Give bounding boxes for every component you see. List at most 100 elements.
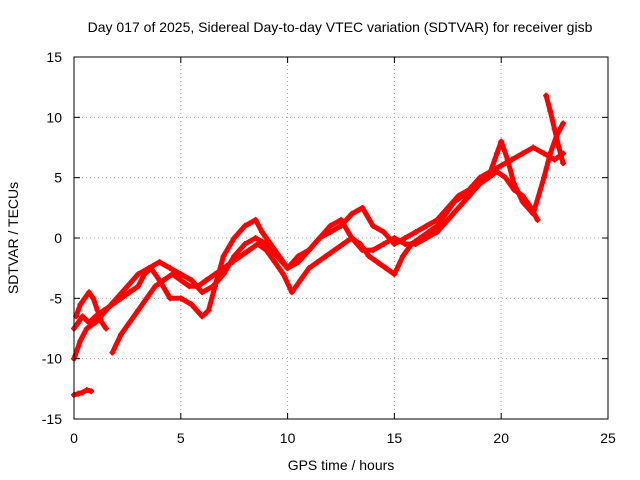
data-point — [338, 222, 344, 229]
data-point — [177, 277, 184, 284]
data-point — [90, 295, 97, 302]
data-point — [357, 241, 364, 248]
data-point — [156, 259, 163, 266]
data-point — [229, 259, 236, 266]
data-point — [103, 307, 110, 314]
data-point — [391, 235, 398, 241]
x-tick-label: 0 — [70, 430, 78, 446]
data-point — [295, 253, 302, 260]
data-point — [135, 271, 142, 278]
data-point — [297, 277, 304, 284]
data-point — [188, 277, 195, 284]
data-point — [83, 325, 90, 332]
data-point — [220, 253, 227, 260]
y-tick-label: 0 — [54, 230, 62, 246]
data-point — [177, 271, 184, 278]
data-point — [348, 210, 355, 217]
data-point — [77, 301, 84, 308]
data-point — [231, 235, 238, 241]
y-axis-label: SDTVAR / TECUs — [5, 182, 21, 294]
data-point — [555, 144, 562, 151]
data-point — [391, 241, 398, 248]
data-point — [348, 235, 355, 241]
data-point — [124, 283, 131, 290]
data-point — [167, 265, 174, 272]
data-point — [145, 265, 152, 272]
data-point — [314, 259, 321, 266]
data-point — [391, 271, 398, 278]
data-point — [323, 253, 330, 260]
data-point — [327, 222, 334, 229]
data-point — [220, 271, 227, 278]
data-point — [476, 174, 483, 181]
data-point — [117, 331, 124, 338]
data-point — [199, 313, 206, 320]
data-point — [340, 241, 347, 248]
data-point — [359, 204, 366, 211]
data-point — [455, 204, 462, 211]
x-tick-label: 10 — [280, 430, 296, 446]
data-point — [75, 319, 82, 326]
data-point — [423, 222, 430, 229]
data-point — [81, 295, 88, 302]
data-point — [109, 349, 116, 356]
data-point — [85, 289, 92, 296]
y-tick-label: 15 — [46, 49, 62, 65]
data-point — [160, 277, 167, 284]
data-point — [186, 283, 193, 290]
data-point — [273, 253, 280, 260]
data-point — [194, 283, 201, 290]
y-tick-label: -5 — [50, 290, 63, 306]
data-point — [263, 241, 270, 248]
x-axis-label: GPS time / hours — [288, 457, 395, 473]
data-point — [258, 228, 265, 235]
data-point — [493, 150, 500, 157]
data-point — [143, 295, 150, 302]
x-tick-label: 25 — [600, 430, 616, 446]
series-trace-6 — [543, 92, 567, 167]
data-point — [126, 319, 133, 326]
data-point — [263, 247, 270, 254]
data-point — [530, 144, 537, 151]
data-point — [113, 295, 120, 302]
y-tick-label: -10 — [42, 351, 62, 367]
data-point — [288, 289, 295, 296]
data-series — [71, 92, 567, 398]
data-point — [331, 247, 338, 254]
data-point — [103, 325, 110, 332]
data-point — [169, 271, 176, 278]
data-point — [203, 277, 210, 284]
data-point — [211, 271, 218, 278]
data-point — [434, 228, 441, 235]
data-point — [485, 174, 492, 181]
series-trace-5 — [73, 289, 110, 332]
data-point — [543, 92, 550, 99]
data-point — [365, 253, 372, 260]
data-point — [519, 150, 526, 157]
data-point — [459, 192, 466, 199]
data-point — [402, 235, 409, 241]
data-point — [493, 168, 500, 175]
chart-title: Day 017 of 2025, Sidereal Day-to-day VTE… — [88, 19, 593, 35]
data-point — [528, 204, 535, 211]
data-point — [188, 301, 195, 308]
data-point — [382, 265, 389, 272]
data-point — [370, 247, 377, 254]
data-point — [370, 222, 377, 229]
data-point — [79, 313, 86, 320]
data-point — [252, 216, 259, 223]
data-point — [295, 259, 302, 266]
data-point — [284, 265, 291, 272]
data-point — [417, 235, 424, 241]
data-point — [519, 192, 526, 199]
data-point — [408, 241, 415, 248]
data-point — [135, 307, 142, 314]
data-point — [126, 289, 133, 296]
data-point — [498, 162, 505, 169]
data-point — [560, 120, 567, 127]
data-point — [152, 283, 159, 290]
data-point — [254, 241, 261, 248]
x-tick-label: 20 — [493, 430, 509, 446]
data-point — [338, 216, 344, 223]
series-line — [71, 145, 566, 362]
